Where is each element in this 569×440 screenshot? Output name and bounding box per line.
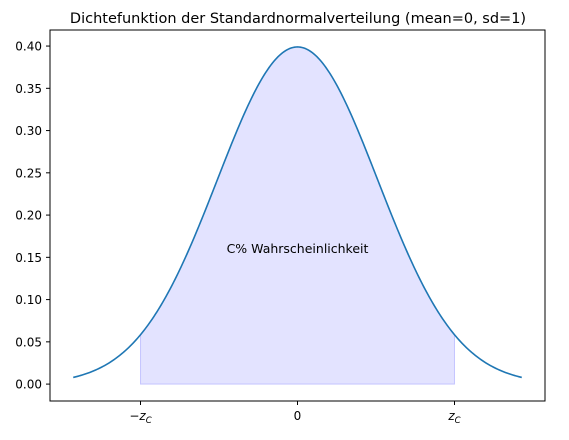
y-tick-label: 0.40 [15, 40, 42, 54]
y-tick-label: 0.15 [15, 251, 42, 265]
axes: 0.00 0.05 0.10 0.15 0.20 0.25 0.30 0.35 0.40 −zC 0… [15, 29, 546, 426]
plot-area: C% Wahrscheinlichkeit [73, 46, 522, 385]
pdf-curve-line [73, 46, 522, 379]
y-tick-label: 0.25 [15, 166, 42, 180]
annotation-label: C% Wahrscheinlichkeit [227, 241, 369, 256]
y-tick-label: 0.30 [15, 124, 42, 138]
x-tick-label: zC [447, 409, 460, 426]
y-tick-label: 0.05 [15, 335, 42, 349]
y-tick-label: 0.10 [15, 293, 42, 307]
y-tick-label: 0.00 [15, 378, 42, 392]
chart-title: Dichtefunktion der Standardnormalverteil… [70, 11, 526, 27]
x-tick-label: 0 [294, 409, 302, 423]
y-tick-label: 0.20 [15, 209, 42, 223]
x-tick-label: −zC [129, 409, 151, 426]
y-tick-label: 0.35 [15, 82, 42, 96]
shaded-probability-region [140, 46, 455, 385]
